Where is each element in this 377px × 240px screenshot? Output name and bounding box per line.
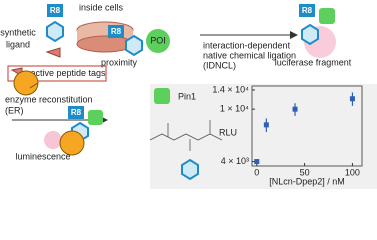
x-axis-label: [NLcn-Dpep2] / nM <box>269 176 345 186</box>
tag <box>45 47 61 58</box>
figure: inside cells R8 synthetic ligand reactiv… <box>0 2 377 189</box>
r8: R8 <box>302 6 313 15</box>
page: inside cells R8 synthetic ligand reactiv… <box>0 2 377 189</box>
label: POI <box>150 35 166 45</box>
r8: R8 <box>50 6 61 15</box>
arrowhead <box>290 31 298 39</box>
y-tick-label: 4 × 10³ <box>221 156 249 166</box>
point <box>254 159 260 165</box>
label: interaction-dependent <box>203 40 291 50</box>
glow <box>44 131 62 149</box>
dish-bottom <box>76 35 134 53</box>
poi <box>146 29 170 53</box>
r8: R8 <box>111 27 122 36</box>
x-tick-label: 50 <box>300 167 310 177</box>
r8-box <box>299 4 315 17</box>
y-axis-label: RLU <box>219 127 237 137</box>
r8-box <box>47 4 63 17</box>
point <box>349 96 355 102</box>
y-tick-label: 1.4 × 10⁴ <box>212 84 249 94</box>
r8-box <box>68 106 84 119</box>
label: luciferase fragment <box>275 57 352 67</box>
square <box>88 110 103 125</box>
plot-frame <box>251 85 363 167</box>
y-tick-label: 1 × 10⁴ <box>220 104 249 114</box>
square <box>319 8 335 24</box>
hexagon <box>125 34 143 57</box>
label: (IDNCL) <box>203 60 236 70</box>
label: (ER) <box>5 105 24 115</box>
label: proximity <box>101 57 138 67</box>
label: ligand <box>6 39 30 49</box>
label: enzyme reconstitution <box>5 94 93 104</box>
x-tick-label: 100 <box>345 167 360 177</box>
label: reactive peptide tags <box>22 68 106 78</box>
hexagon <box>181 158 199 181</box>
hexagon <box>301 23 319 46</box>
point <box>263 122 269 128</box>
pacman <box>13 70 39 96</box>
label: luminescence <box>15 151 70 161</box>
r8-box <box>108 25 124 38</box>
label: inside cells <box>79 2 124 12</box>
label: native chemical ligation <box>203 50 296 60</box>
x-tick-label: 0 <box>254 167 259 177</box>
hexagon <box>46 20 64 43</box>
label: Pin1 <box>178 91 196 101</box>
enzyme <box>59 130 85 156</box>
r8: R8 <box>71 108 82 117</box>
label: synthetic <box>0 27 36 37</box>
square <box>154 88 170 104</box>
structure <box>149 120 223 151</box>
point <box>292 106 298 112</box>
